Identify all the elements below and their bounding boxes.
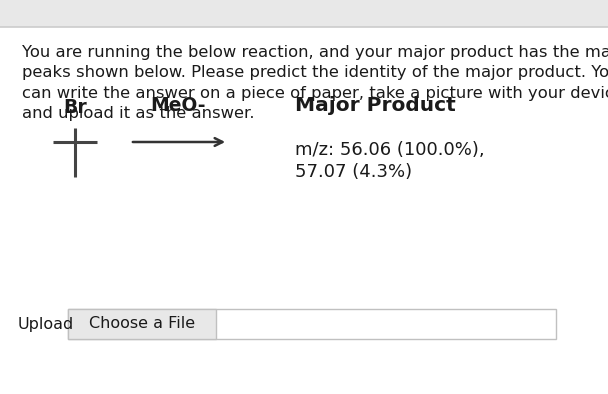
Text: Choose a File: Choose a File xyxy=(89,316,195,331)
Text: peaks shown below. Please predict the identity of the major product. You: peaks shown below. Please predict the id… xyxy=(22,65,608,80)
Text: Major Product: Major Product xyxy=(295,96,456,115)
Text: m/z: 56.06 (100.0%),: m/z: 56.06 (100.0%), xyxy=(295,141,485,159)
Text: Br: Br xyxy=(63,98,87,117)
Text: MeO-: MeO- xyxy=(150,96,206,115)
Text: and upload it as the answer.: and upload it as the answer. xyxy=(22,106,255,121)
Text: Upload: Upload xyxy=(18,316,74,331)
Bar xyxy=(68,309,556,339)
Bar xyxy=(68,309,216,339)
Bar xyxy=(0,0,608,27)
Text: 57.07 (4.3%): 57.07 (4.3%) xyxy=(295,163,412,181)
Text: You are running the below reaction, and your major product has the major: You are running the below reaction, and … xyxy=(22,45,608,60)
Text: can write the answer on a piece of paper, take a picture with your device: can write the answer on a piece of paper… xyxy=(22,86,608,101)
